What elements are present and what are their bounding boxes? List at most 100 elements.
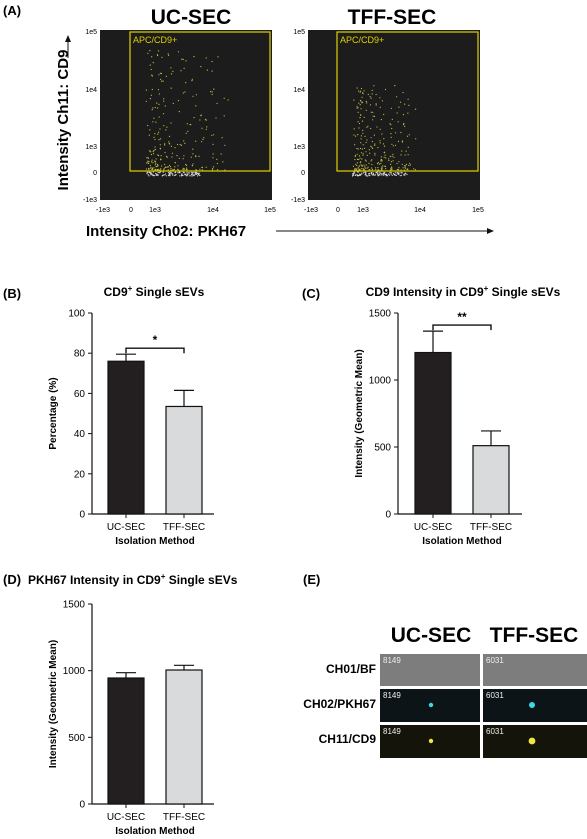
scatter-point (375, 167, 377, 169)
image-id-pkh67-tff: 6031 (486, 691, 504, 700)
scatter-point (212, 157, 214, 159)
x-axis-title: Isolation Method (422, 536, 501, 547)
xtick-tff-1e5: 1e5 (472, 207, 484, 214)
scatter-point (360, 174, 362, 176)
scatter-point (361, 120, 364, 122)
y-tick-label: 1000 (63, 666, 86, 677)
scatter-point (156, 169, 159, 171)
scatter-point (361, 158, 363, 160)
scatter-point (358, 102, 360, 104)
scatter-point (155, 162, 157, 164)
significance-bracket (125, 347, 185, 354)
scatter-point (179, 144, 181, 146)
y-tick-label: 0 (79, 510, 85, 521)
scatter-point (359, 174, 361, 176)
scatter-point (366, 167, 368, 169)
scatter-point (372, 115, 374, 117)
scatter-point (191, 165, 193, 167)
scatter-point (404, 174, 406, 176)
scatter-point (390, 163, 392, 165)
scatter-point (378, 173, 381, 175)
scatter-point (362, 172, 365, 174)
ytick-tff-neg1e3: -1e3 (291, 197, 305, 204)
scatter-point (201, 169, 203, 171)
scatter-point (205, 128, 207, 130)
scatter-point (146, 157, 148, 159)
scatter-point (385, 157, 387, 159)
ytick-uc-1e4: 1e4 (85, 87, 97, 94)
scatter-point (390, 169, 392, 171)
scatter-point (185, 82, 187, 84)
scatter-point (355, 174, 357, 176)
scatter-point (184, 91, 186, 93)
scatter-point (181, 173, 183, 175)
ytick-tff-1e3: 1e3 (293, 144, 305, 151)
scatter-point (369, 169, 371, 171)
scatter-point (211, 91, 213, 93)
scatter-point (186, 123, 188, 125)
scatter-point (157, 89, 160, 91)
scatter-point (407, 146, 409, 148)
scatter-point (406, 173, 408, 176)
scatter-xlabel: Intensity Ch02: PKH67 (86, 223, 246, 240)
scatter-point (185, 60, 187, 62)
scatter-point (213, 134, 215, 136)
category-label: UC-SEC (107, 522, 145, 533)
scatter-point (154, 146, 156, 148)
scatter-point (401, 140, 403, 142)
scatter-point (393, 156, 395, 158)
scatter-point (199, 119, 201, 121)
scatter-point (396, 112, 398, 114)
scatter-point (163, 174, 165, 176)
scatter-point (147, 124, 149, 127)
ytick-tff-1e5: 1e5 (293, 29, 305, 36)
scatter-point (358, 158, 360, 161)
scatter-point (357, 167, 359, 169)
scatter-point (391, 143, 393, 145)
scatter-point (176, 155, 178, 157)
scatter-point (187, 173, 189, 175)
image-grid: 8149 6031 8149 6031 8149 6031 (380, 654, 587, 758)
scatter-point (358, 169, 360, 171)
scatter-point (152, 162, 154, 164)
scatter-point (179, 175, 181, 177)
scatter-point (159, 171, 162, 173)
scatter-point (360, 152, 363, 154)
scatter-point (183, 67, 185, 69)
scatter-point (361, 148, 363, 150)
image-id-cd9-tff: 6031 (486, 727, 504, 736)
scatter-point (390, 173, 392, 175)
scatter-point (381, 166, 383, 168)
scatter-point (407, 112, 409, 114)
scatter-point (182, 158, 184, 160)
panel-label-e: (E) (303, 572, 320, 587)
scatter-point (199, 168, 201, 170)
scatter-point (363, 90, 365, 92)
y-axis-title: Intensity (Geometric Mean) (48, 640, 59, 768)
scatter-point (364, 166, 366, 168)
scatter-point (378, 163, 380, 165)
scatter-point (155, 169, 157, 171)
scatter-point (375, 104, 377, 106)
scatter-point (386, 175, 388, 177)
scatter-point (195, 140, 197, 142)
image-row-pkh67: CH02/PKH67 (303, 697, 376, 711)
scatter-point (164, 105, 166, 107)
scatter-point (383, 152, 385, 154)
scatter-point (164, 144, 166, 146)
scatter-point (389, 171, 391, 173)
scatter-point (361, 96, 363, 98)
scatter-point (153, 136, 155, 138)
scatter-point (157, 107, 159, 109)
image-row-bf: CH01/BF (326, 662, 376, 676)
scatter-point (158, 131, 160, 133)
scatter-point (170, 122, 172, 124)
scatter-point (197, 175, 199, 177)
scatter-point (368, 149, 370, 151)
scatter-point (166, 156, 168, 158)
scatter-point (381, 158, 383, 161)
scatter-point (363, 169, 365, 171)
scatter-point (166, 126, 168, 128)
scatter-point (359, 104, 361, 106)
scatter-point (384, 154, 386, 156)
